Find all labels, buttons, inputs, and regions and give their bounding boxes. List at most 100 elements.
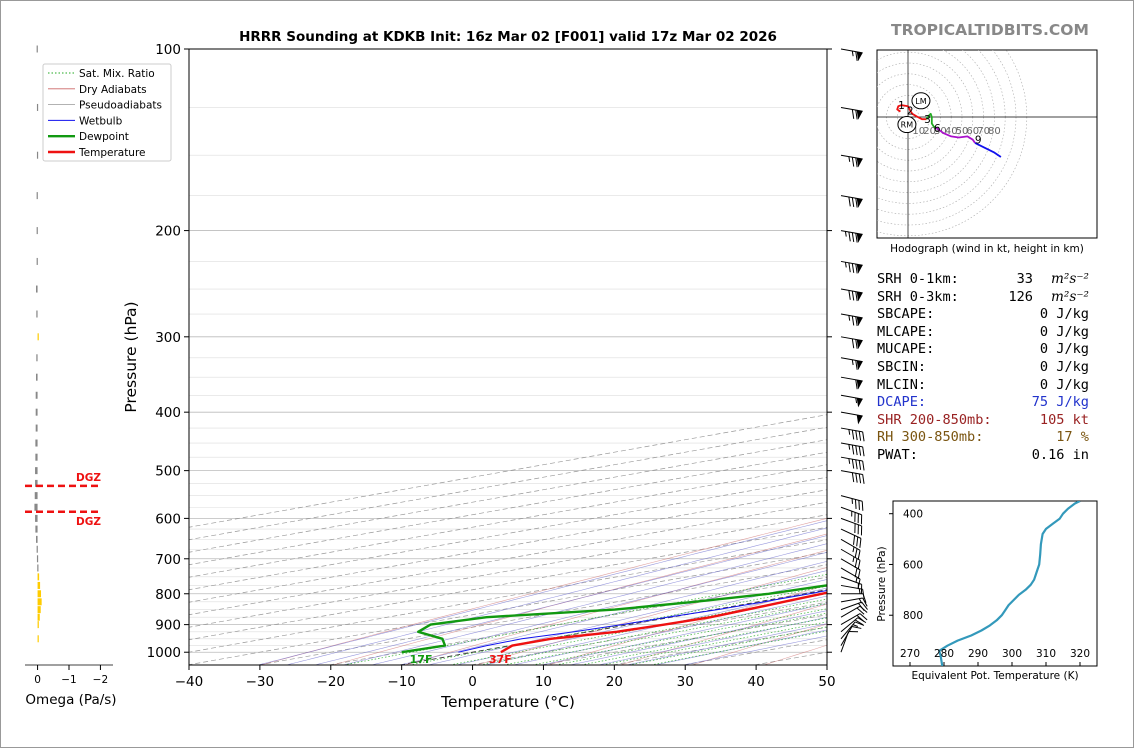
param-value: 0 J/kg xyxy=(1039,306,1089,323)
moist-adiabat xyxy=(314,535,827,665)
barb-full xyxy=(855,459,858,470)
param-label: SRH 0-1km: xyxy=(877,271,959,287)
barb-full xyxy=(862,597,868,607)
mixing-ratio-line xyxy=(343,573,827,665)
wind-barb xyxy=(840,538,861,560)
chart-title: HRRR Sounding at KDKB Init: 16z Mar 02 [… xyxy=(239,29,777,45)
barb-staff xyxy=(840,567,861,580)
legend-entry: Wetbulb xyxy=(79,115,123,127)
omega-bar xyxy=(37,573,40,581)
barb-full xyxy=(861,601,868,610)
moist-adiabat xyxy=(513,595,827,665)
dry-adiabat xyxy=(404,549,827,665)
barb-full xyxy=(854,619,864,626)
x-tick-label: 30 xyxy=(677,674,694,690)
barb-half xyxy=(844,262,847,268)
param-value: 0 J/kg xyxy=(1039,341,1089,358)
barb-flag xyxy=(856,414,863,425)
wind-barb xyxy=(840,376,863,390)
theta-e-x-tick-label: 290 xyxy=(968,648,988,660)
barb-half xyxy=(848,315,851,321)
omega-bar xyxy=(36,373,38,381)
wind-barb xyxy=(840,313,863,327)
barb-half xyxy=(855,397,858,404)
param-label: RH 300-850mb: xyxy=(877,429,984,446)
dry-adiabat xyxy=(332,533,827,665)
barb-staff xyxy=(840,154,863,160)
parameter-table: m²s⁻² SRH 0-1km: 33 m²s⁻² SRH 0-3km: 126 SBCAP… xyxy=(877,271,1097,465)
wind-barb xyxy=(840,601,868,612)
barb-full xyxy=(857,569,861,580)
y-tick-label: 1000 xyxy=(147,645,181,661)
y-tick-label: 800 xyxy=(155,587,181,603)
barb-flag xyxy=(856,110,863,120)
moist-adiabat xyxy=(343,543,827,665)
moist-adiabat xyxy=(371,552,827,665)
omega-bar xyxy=(35,453,38,461)
barb-full xyxy=(858,473,862,484)
barb-full xyxy=(854,567,858,578)
param-row: m²s⁻² SRH 0-3km: 126 xyxy=(877,289,1097,307)
wind-barb xyxy=(840,288,863,302)
surface-dewpoint-label: 17F xyxy=(410,653,433,666)
brand-watermark: TROPICALTIDBITS.COM xyxy=(891,21,1089,39)
barb-full xyxy=(848,631,859,633)
x-tick-label: 40 xyxy=(748,674,765,690)
barb-half xyxy=(851,50,854,57)
barb-full xyxy=(859,613,868,621)
theta-e-y-axis-label: Pressure (hPa) xyxy=(876,546,888,621)
barb-full xyxy=(848,262,851,273)
barb-full xyxy=(862,446,865,457)
omega-bar xyxy=(34,503,38,511)
moist-adiabat xyxy=(400,561,827,665)
wetbulb-profile-line xyxy=(458,590,827,653)
barb-half xyxy=(852,556,855,563)
omega-bar xyxy=(36,103,39,111)
theta-e-x-tick-label: 300 xyxy=(1002,648,1022,660)
param-row: SBCIN: 0 J/kg xyxy=(877,359,1097,377)
wind-barb xyxy=(840,154,863,168)
barb-staff xyxy=(840,621,856,640)
omega-x-tick-label: 0 xyxy=(34,674,41,686)
barb-full xyxy=(851,315,855,326)
param-row: SBCAPE: 0 J/kg xyxy=(877,306,1097,324)
moist-adiabat xyxy=(428,570,827,665)
dry-adiabat xyxy=(548,584,827,665)
wind-barb xyxy=(840,442,865,457)
barb-full xyxy=(860,525,863,536)
dewpoint-profile-line xyxy=(401,584,827,654)
moist-adiabat xyxy=(598,616,827,665)
param-value: 0 J/kg xyxy=(1039,323,1089,340)
param-row: m²s⁻² SRH 0-1km: 33 xyxy=(877,271,1097,289)
storm-motion-label: LM xyxy=(915,97,926,106)
omega-bar xyxy=(36,354,38,362)
barb-full xyxy=(851,472,855,483)
barb-staff xyxy=(840,195,863,200)
barb-full xyxy=(858,460,862,470)
wind-barb xyxy=(840,613,868,626)
barb-full xyxy=(860,514,863,525)
barb-staff xyxy=(840,613,861,626)
wind-barb xyxy=(840,495,864,511)
omega-bar xyxy=(35,525,38,533)
barb-full xyxy=(858,446,862,456)
hodograph-trace xyxy=(935,127,976,144)
mixing-ratio-line xyxy=(602,621,827,665)
barb-full xyxy=(851,429,855,440)
y-tick-label: 400 xyxy=(155,405,181,421)
wind-barbs xyxy=(840,48,868,653)
omega-bar xyxy=(37,333,39,341)
hodograph-ring-label: 50 xyxy=(956,126,969,137)
wind-barb xyxy=(840,567,861,589)
barb-full xyxy=(857,603,865,612)
barb-full xyxy=(855,263,858,274)
barb-half xyxy=(852,624,858,627)
barb-full xyxy=(861,501,864,511)
param-label: MUCAPE: xyxy=(877,341,935,358)
param-value: 0.16 in xyxy=(1031,446,1089,463)
barb-full xyxy=(857,513,859,524)
barb-flag xyxy=(856,264,863,274)
